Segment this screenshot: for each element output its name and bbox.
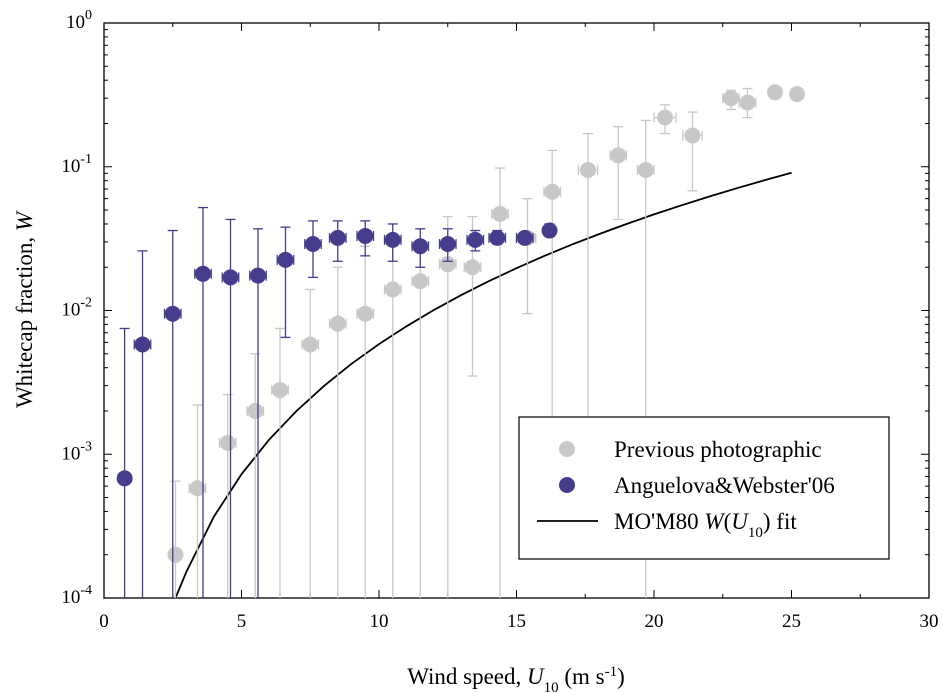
legend-marker-previous-photographic: [559, 441, 575, 457]
data-point: [412, 273, 429, 290]
data-point: [222, 269, 239, 286]
data-point: [250, 267, 266, 284]
data-point: [516, 229, 533, 246]
x-axis-title: Wind speed, U10 (m s-1): [407, 664, 625, 692]
axis-tick-labels: 0 5 10 15 20 25 30 10-4 10-3 10-2 10-1 100: [61, 8, 938, 632]
data-point: [541, 222, 558, 239]
y-tick-label: 10-3: [61, 439, 92, 464]
data-point: [134, 336, 151, 353]
data-point: [489, 229, 506, 246]
y-tick-label: 10-1: [61, 152, 92, 177]
data-point: [164, 305, 181, 322]
data-point: [492, 205, 508, 222]
legend-marker-anguelova-webster: [559, 477, 575, 493]
data-point: [384, 281, 401, 298]
x-tick-label: 10: [370, 611, 389, 632]
y-tick-label: 100: [66, 8, 92, 33]
y-axis-title: Whitecap fraction, W: [12, 210, 37, 408]
data-point: [357, 305, 374, 322]
data-point: [439, 236, 456, 253]
data-point: [684, 127, 701, 144]
data-point: [723, 90, 739, 107]
legend-box: [518, 416, 890, 560]
data-point: [610, 147, 627, 164]
axis-ticks: [103, 22, 930, 599]
x-tick-label: 30: [920, 611, 939, 632]
legend: Previous photographic Anguelova&Webster'…: [518, 416, 890, 560]
x-tick-label: 20: [645, 611, 664, 632]
data-point: [384, 231, 401, 248]
x-tick-label: 15: [507, 611, 526, 632]
data-point: [544, 183, 561, 200]
x-tick-label: 5: [237, 611, 247, 632]
data-point: [167, 546, 184, 563]
data-point: [189, 480, 206, 497]
y-tick-label: 10-4: [61, 583, 92, 608]
series-anguelova-webster-06: [116, 206, 558, 598]
data-point: [789, 86, 805, 103]
data-point: [464, 259, 481, 276]
series-previous-photographic: [167, 84, 805, 598]
data-point: [357, 227, 374, 244]
data-point: [219, 434, 236, 451]
data-point: [329, 229, 346, 246]
data-point: [657, 109, 673, 126]
legend-label-fit: MO'M80 W(U10) fit: [614, 509, 797, 541]
data-point: [247, 402, 264, 419]
data-point: [439, 256, 456, 273]
x-tick-label: 25: [782, 611, 801, 632]
data-point: [305, 236, 321, 253]
fit-line: [174, 171, 792, 599]
data-point: [302, 336, 319, 353]
data-point: [272, 381, 288, 398]
data-point: [412, 238, 429, 255]
data-point: [329, 315, 346, 332]
legend-label-previous-photographic: Previous photographic: [614, 437, 822, 462]
data-point: [739, 94, 756, 111]
data-point: [767, 84, 783, 101]
series-layer: [116, 84, 805, 598]
data-point: [467, 231, 484, 248]
data-point: [580, 161, 596, 178]
data-point: [637, 161, 654, 178]
y-tick-label: 10-2: [61, 296, 92, 321]
fit-line-layer: [174, 171, 792, 599]
legend-label-anguelova-webster: Anguelova&Webster'06: [614, 473, 835, 498]
data-point: [116, 470, 133, 487]
data-point: [195, 265, 211, 282]
data-point: [277, 251, 294, 268]
x-tick-label: 0: [99, 611, 109, 632]
